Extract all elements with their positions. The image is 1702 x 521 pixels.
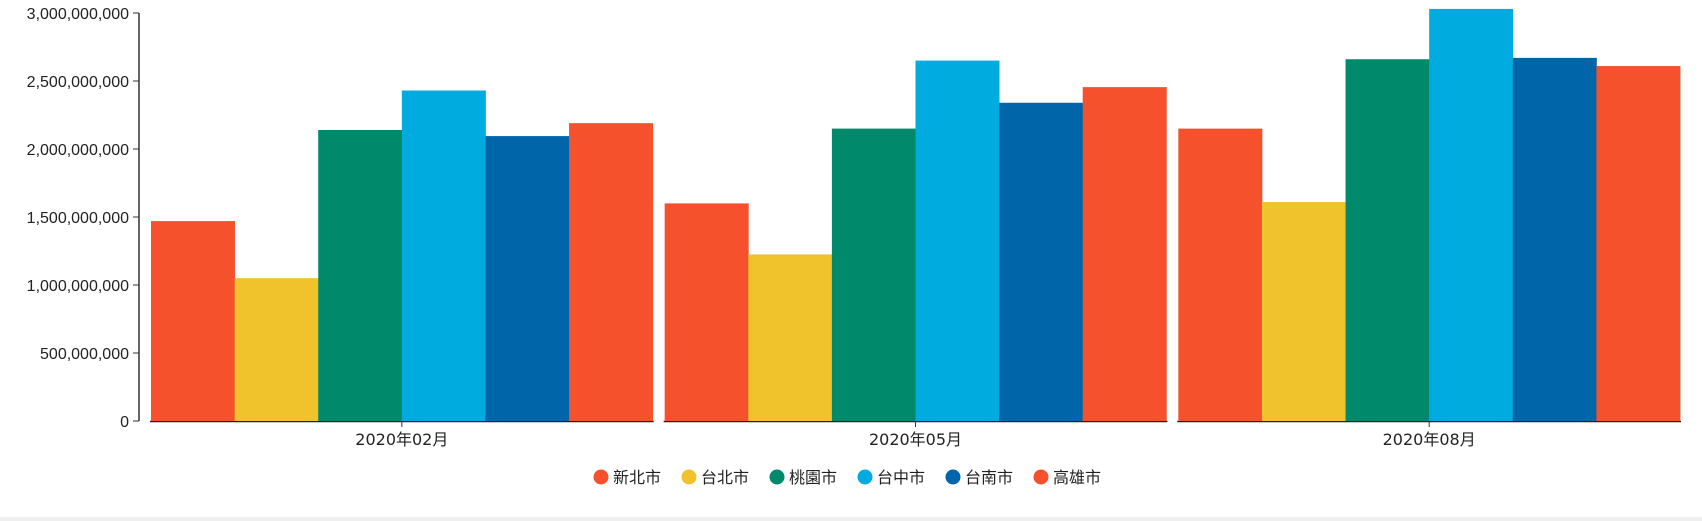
legend-item[interactable]: 台北市 bbox=[681, 468, 750, 487]
legend-item[interactable]: 台中市 bbox=[857, 468, 926, 487]
bars-group bbox=[151, 8, 1681, 422]
bar[interactable] bbox=[569, 123, 654, 421]
y-tick-label: 0 bbox=[120, 414, 129, 431]
bar[interactable] bbox=[151, 221, 236, 421]
legend-marker bbox=[857, 469, 873, 485]
legend: 新北市 台北市 桃園市 台中市 台南市 高雄市 bbox=[593, 468, 1102, 487]
x-axis: 2020年02月 2020年05月 2020年08月 bbox=[150, 420, 1681, 449]
legend-item[interactable]: 桃園市 bbox=[769, 468, 838, 487]
bottom-divider bbox=[0, 517, 1702, 521]
bar[interactable] bbox=[1512, 57, 1597, 421]
y-tick-label: 1,000,000,000 bbox=[27, 278, 129, 295]
bar[interactable] bbox=[234, 278, 319, 421]
legend-item[interactable]: 新北市 bbox=[593, 468, 662, 487]
x-tick-label: 2020年02月 bbox=[355, 430, 448, 449]
y-tick-label: 500,000,000 bbox=[40, 346, 129, 363]
bar[interactable] bbox=[748, 254, 833, 421]
legend-item[interactable]: 高雄市 bbox=[1033, 468, 1102, 487]
legend-label: 桃園市 bbox=[789, 468, 837, 487]
legend-label: 台北市 bbox=[701, 468, 749, 487]
bar[interactable] bbox=[1178, 128, 1263, 421]
x-tick-label: 2020年08月 bbox=[1383, 430, 1476, 449]
bar[interactable] bbox=[999, 102, 1084, 421]
x-tick-label: 2020年05月 bbox=[869, 430, 962, 449]
bar[interactable] bbox=[664, 203, 749, 421]
bar[interactable] bbox=[318, 129, 403, 421]
bar[interactable] bbox=[1261, 202, 1346, 421]
bar[interactable] bbox=[1082, 87, 1167, 422]
y-tick-label: 3,000,000,000 bbox=[27, 6, 129, 23]
bar[interactable] bbox=[1596, 66, 1681, 421]
bar[interactable] bbox=[1429, 8, 1514, 421]
y-tick-label: 2,000,000,000 bbox=[27, 142, 129, 159]
bar[interactable] bbox=[485, 136, 570, 421]
bar[interactable] bbox=[915, 60, 1000, 421]
legend-marker bbox=[1033, 469, 1049, 485]
legend-item[interactable]: 台南市 bbox=[945, 468, 1014, 487]
legend-marker bbox=[681, 469, 697, 485]
legend-label: 高雄市 bbox=[1053, 468, 1101, 487]
y-tick-label: 1,500,000,000 bbox=[27, 210, 129, 227]
y-tick-label: 2,500,000,000 bbox=[27, 74, 129, 91]
bar[interactable] bbox=[401, 90, 486, 422]
bar[interactable] bbox=[831, 128, 916, 421]
legend-marker bbox=[769, 469, 785, 485]
legend-marker bbox=[945, 469, 961, 485]
legend-label: 新北市 bbox=[613, 468, 661, 487]
legend-label: 台南市 bbox=[965, 468, 1013, 487]
y-axis: 0 500,000,000 1,000,000,000 1,500,000,000 2,… bbox=[27, 6, 140, 431]
bar[interactable] bbox=[1345, 59, 1430, 422]
legend-label: 台中市 bbox=[877, 468, 925, 487]
legend-marker bbox=[593, 469, 609, 485]
